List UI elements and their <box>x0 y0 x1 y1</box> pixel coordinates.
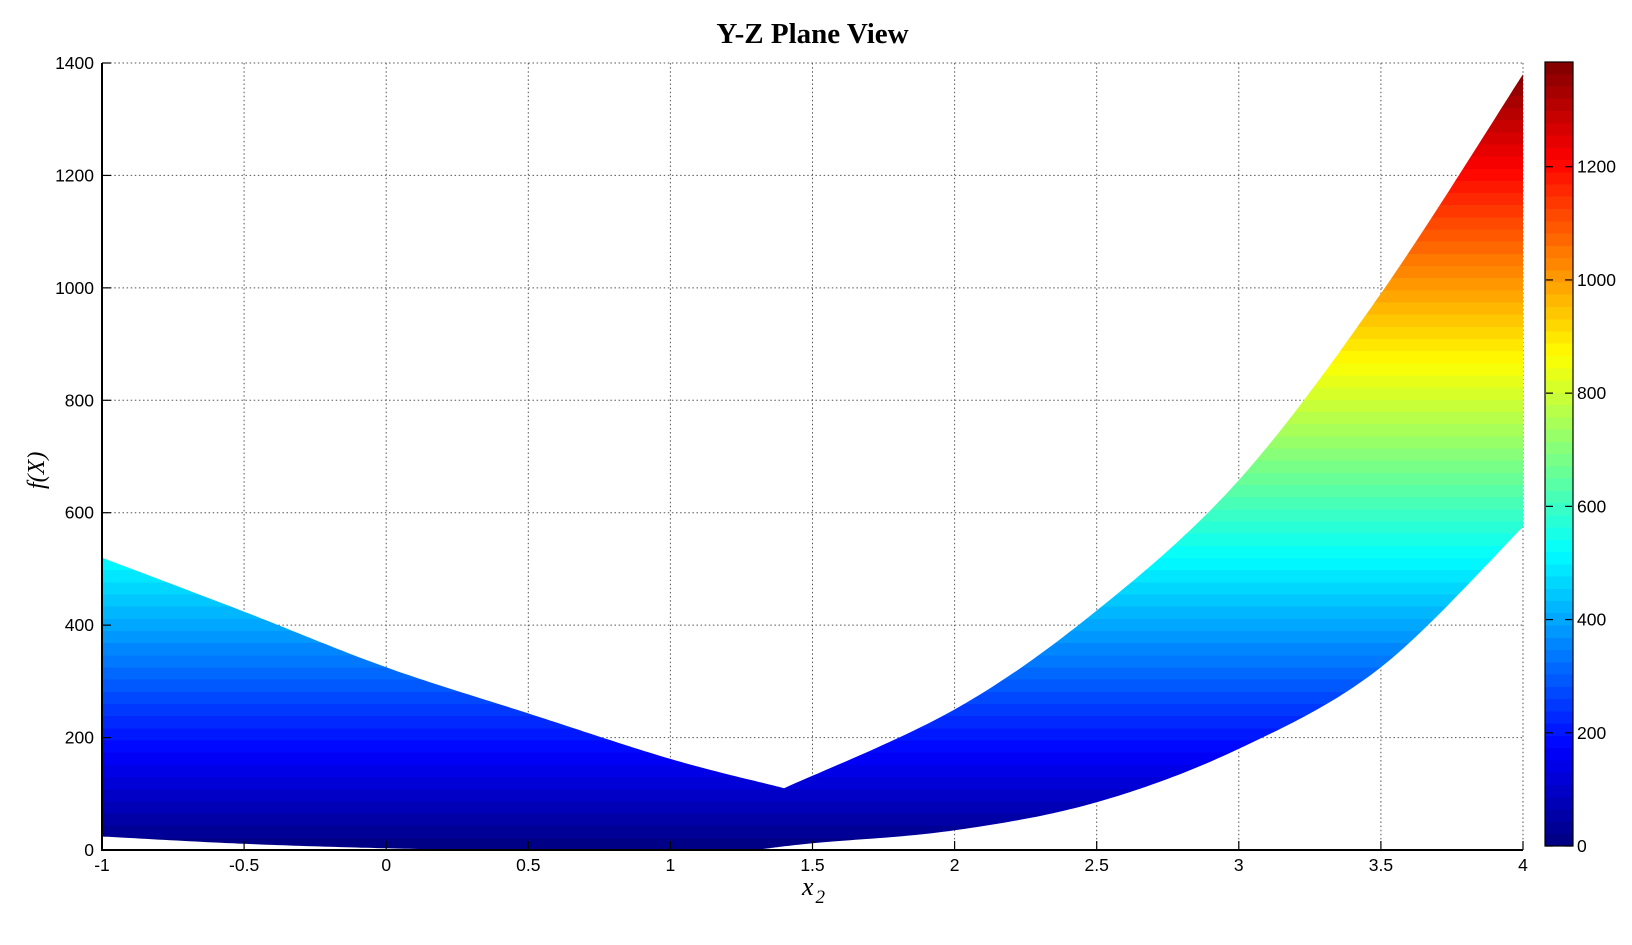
colorbar-tick-label: 800 <box>1577 383 1606 403</box>
y-tick-label: 1400 <box>55 53 94 73</box>
y-tick-label: 1000 <box>55 278 94 298</box>
y-axis-label: f(X) <box>24 451 50 489</box>
x-tick-label: 2.5 <box>1085 855 1109 875</box>
y-tick-label: 0 <box>84 840 94 860</box>
colorbar-tick-label: 0 <box>1577 836 1587 856</box>
colorbar-gradient <box>1544 61 1574 847</box>
x-tick-label: 1 <box>666 855 676 875</box>
y-tick-label: 200 <box>65 728 94 748</box>
x-tick-label: -1 <box>94 855 110 875</box>
y-tick-label: 800 <box>65 390 94 410</box>
y-tick-label: 1200 <box>55 165 94 185</box>
x-tick-label: 2 <box>950 855 960 875</box>
colorbar-tick-label: 400 <box>1577 610 1606 630</box>
envelope-band <box>102 74 1523 850</box>
x-tick-label: 0 <box>381 855 391 875</box>
y-tick-label: 400 <box>65 615 94 635</box>
colorbar-tick-label: 1200 <box>1577 157 1616 177</box>
grid <box>102 62 1524 850</box>
x-axis-label-base: x <box>801 872 814 901</box>
chart-title: Y-Z Plane View <box>716 18 909 50</box>
x-tick-label: 4 <box>1518 855 1528 875</box>
colorbar-tick-label: 200 <box>1577 723 1606 743</box>
x-tick-label: 1.5 <box>800 855 824 875</box>
colorbar-tick-label: 600 <box>1577 496 1606 516</box>
colorbar: 0 200 400 600 800 1000 1200 <box>1544 61 1616 856</box>
x-tick-label: 3 <box>1234 855 1244 875</box>
y-tick-label: 600 <box>65 503 94 523</box>
x-tick-label: -0.5 <box>229 855 259 875</box>
x-tick-label: 0.5 <box>516 855 540 875</box>
x-tick-label: 3.5 <box>1369 855 1393 875</box>
tick-labels: -1 -0.5 0 0.5 1 1.5 2 2.5 3 3.5 4 0 200 400 600 800 1000… <box>55 53 1528 875</box>
colorbar-tick-label: 1000 <box>1577 270 1616 290</box>
tick-marks <box>101 62 1524 851</box>
x-axis-label-subscript: 2 <box>815 887 826 908</box>
